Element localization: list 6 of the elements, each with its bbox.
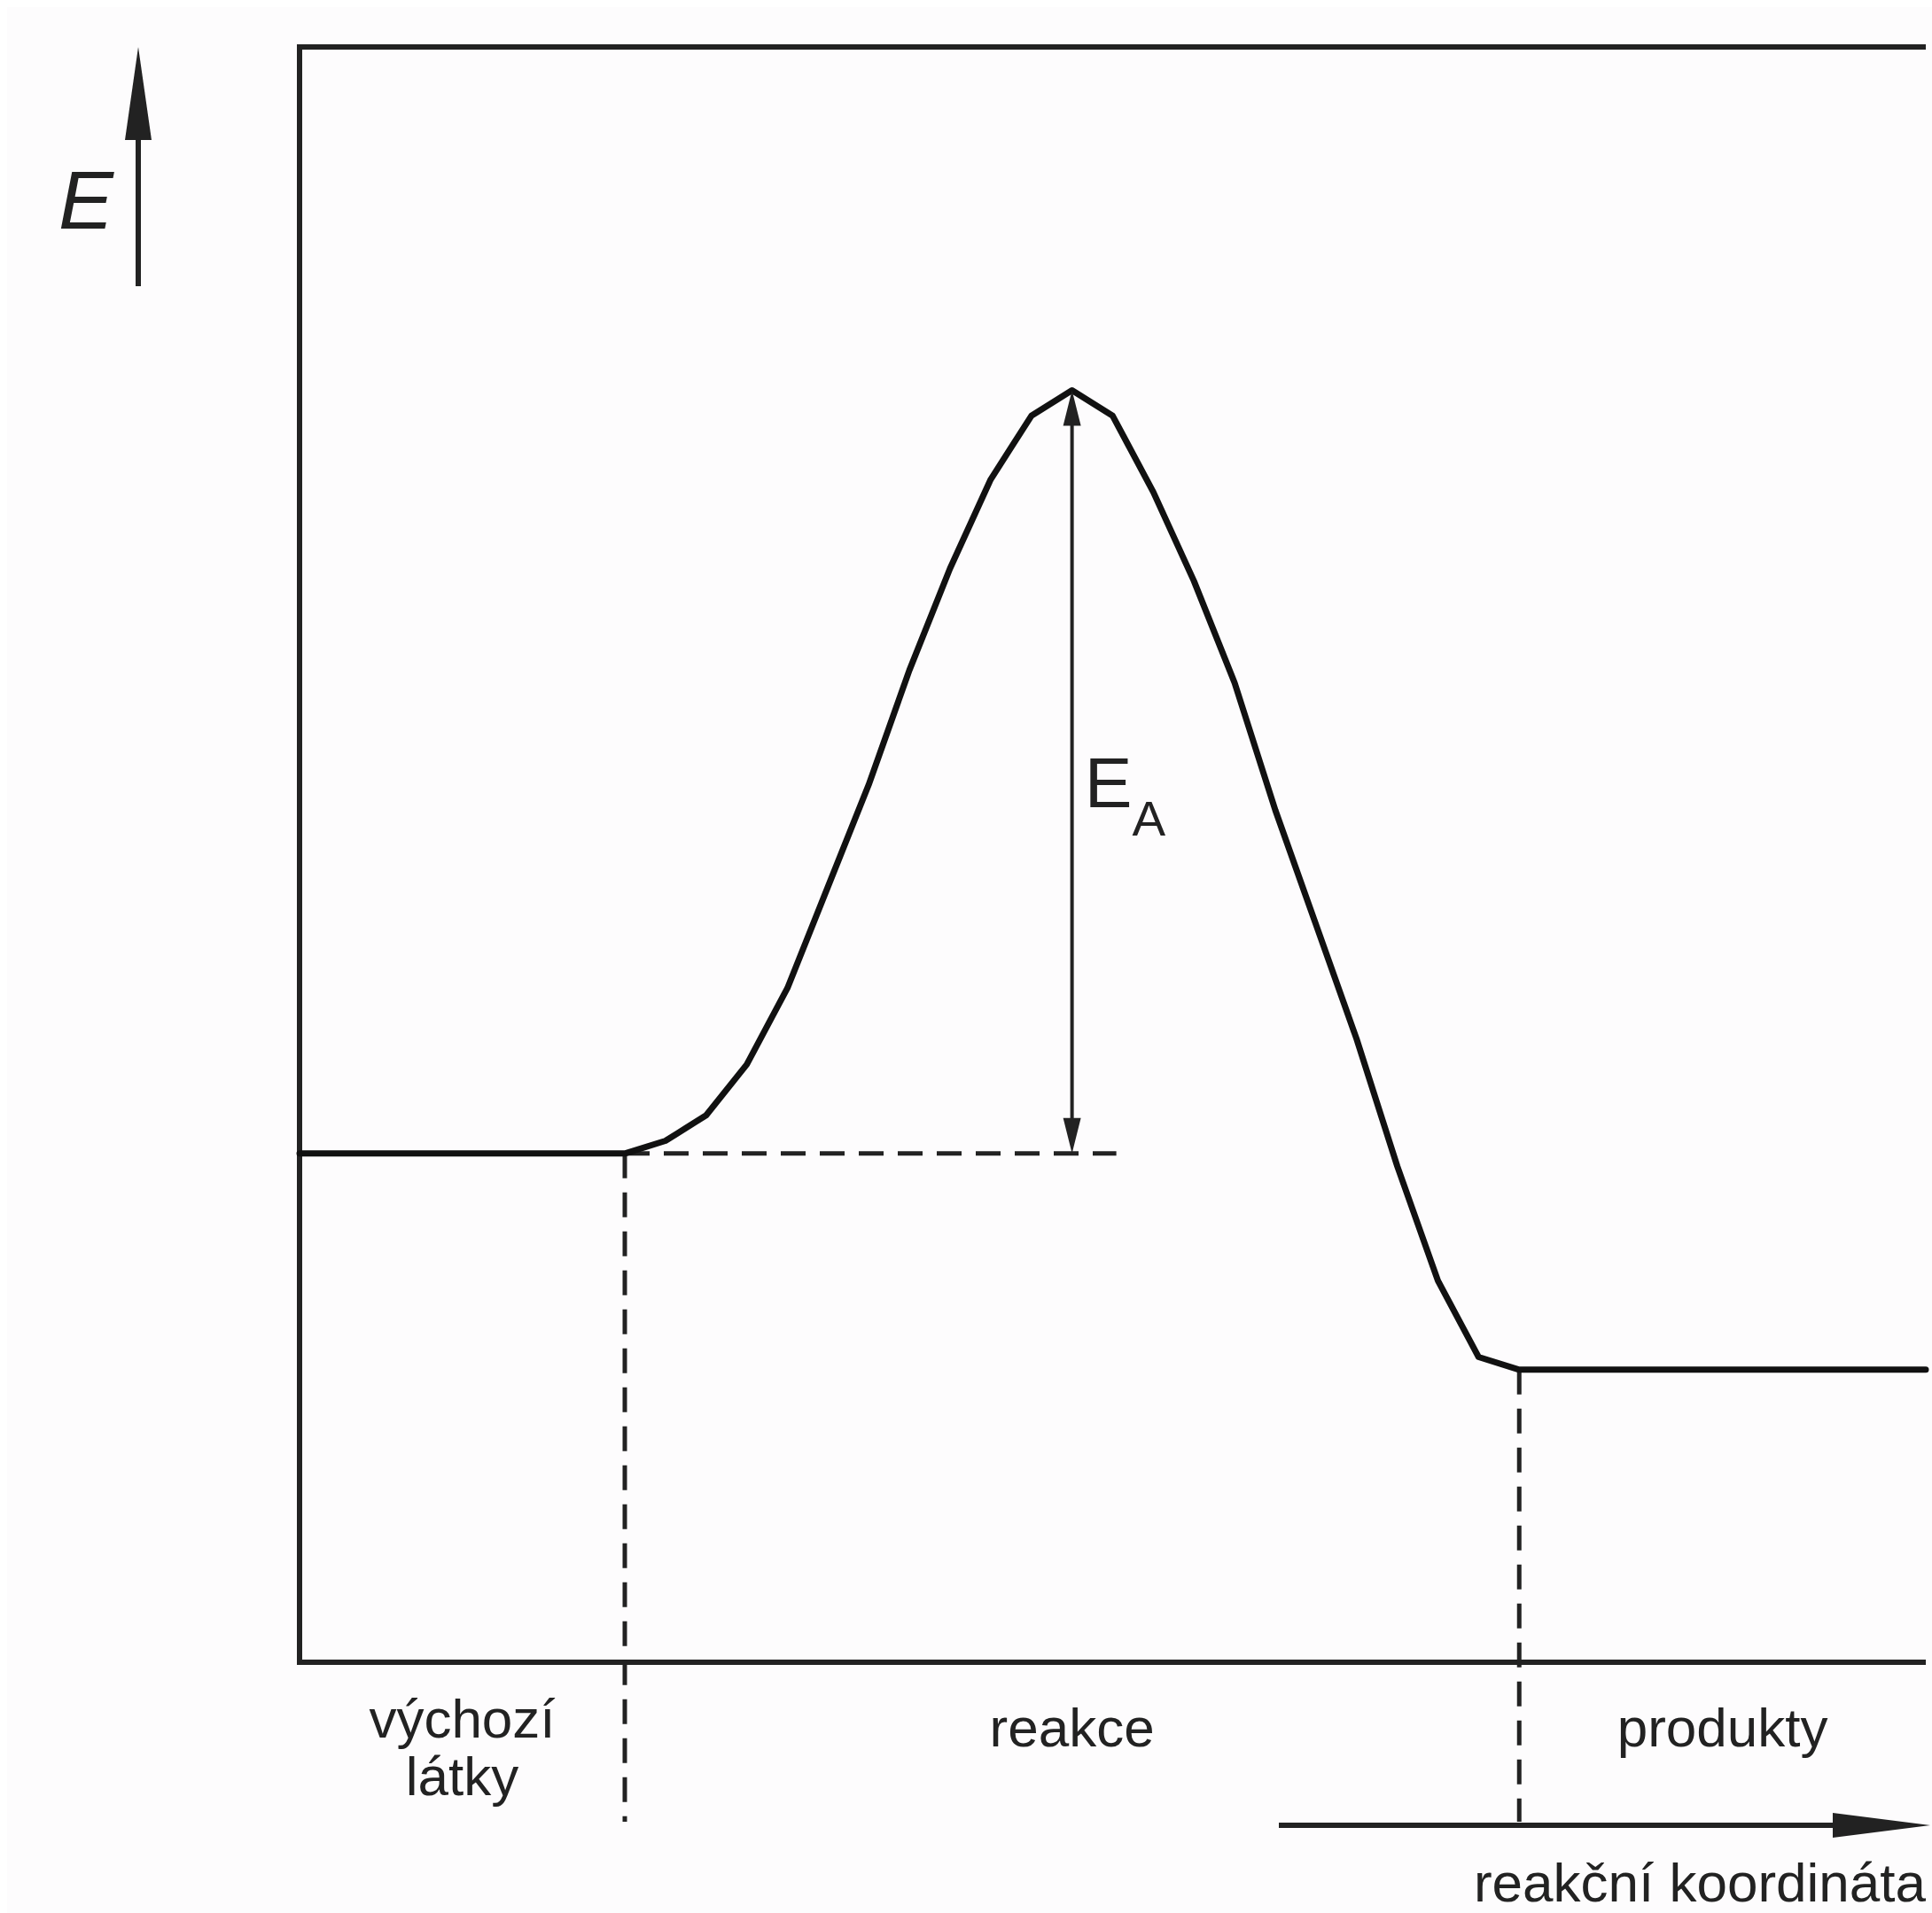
x-axis-title: reakční koordináta <box>1473 1852 1927 1913</box>
text: výchozí látky <box>369 1688 556 1808</box>
text: produkty <box>1616 1697 1828 1758</box>
y-axis-title: E <box>58 154 114 246</box>
annotation: E$_{A}$ <box>1084 743 1166 846</box>
text: reakce <box>989 1697 1155 1758</box>
